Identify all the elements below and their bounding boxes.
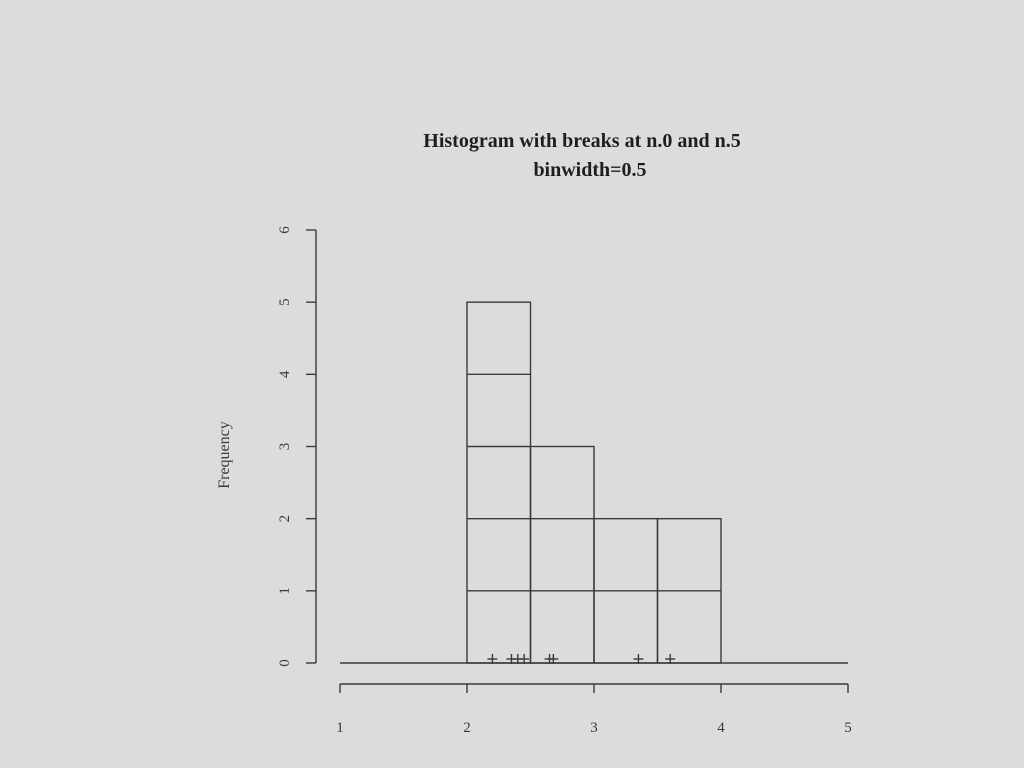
y-tick-label: 4 (277, 370, 293, 378)
histogram-bar (656, 517, 722, 664)
rug-mark (548, 654, 559, 664)
histogram-bar (529, 445, 595, 664)
y-tick-label: 6 (277, 226, 293, 234)
rug-mark (519, 654, 530, 664)
y-tick-label: 1 (277, 587, 293, 595)
x-tick-label: 2 (463, 720, 471, 736)
x-tick-label: 1 (336, 720, 344, 736)
histogram-bars (466, 301, 722, 664)
rug-mark (633, 654, 644, 664)
rug-mark (665, 654, 676, 664)
x-tick-label: 3 (590, 720, 598, 736)
histogram-bar (466, 301, 532, 664)
chart-title: Histogram with breaks at n.0 and n.5 (423, 130, 740, 152)
y-tick-label: 0 (277, 659, 293, 667)
x-axis: 1 2 3 4 5 (336, 662, 852, 736)
bar-rect (529, 445, 595, 664)
y-tick-label: 3 (277, 443, 293, 451)
y-tick-label: 5 (277, 298, 293, 306)
y-axis: 0 1 2 3 4 5 6 (277, 226, 317, 667)
rug-marks (487, 654, 676, 664)
x-tick-label: 5 (844, 720, 852, 736)
x-tick-label: 4 (717, 720, 725, 736)
y-tick-label: 2 (277, 515, 293, 523)
bar-rect (466, 301, 532, 664)
y-axis-title: Frequency (216, 421, 233, 489)
histogram-bar (593, 517, 659, 664)
rug-mark (487, 654, 498, 664)
chart-subtitle: binwidth=0.5 (533, 159, 646, 181)
